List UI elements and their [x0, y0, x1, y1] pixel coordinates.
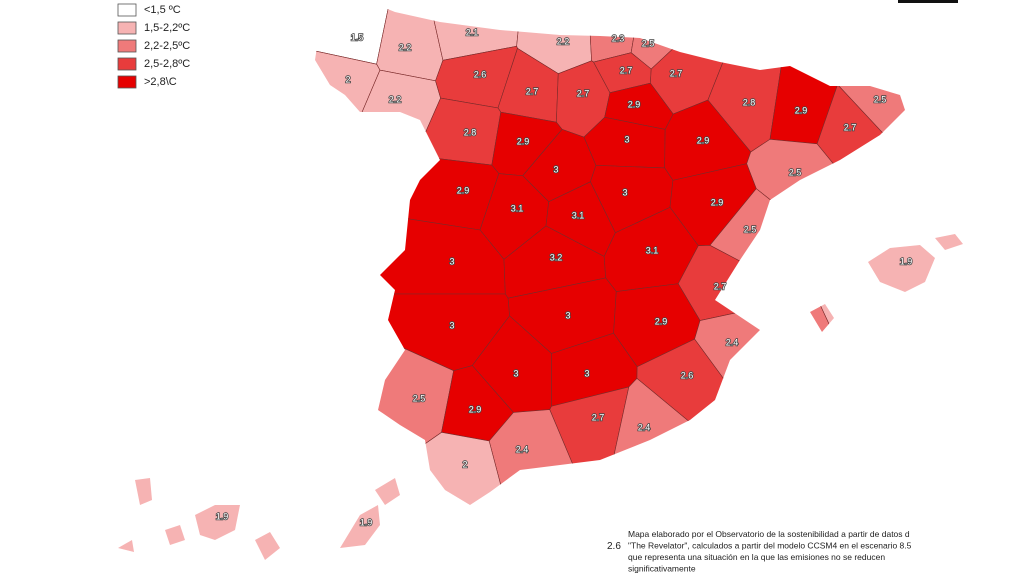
footnote-line: Mapa elaborado por el Observatorio de la…: [628, 529, 910, 539]
province-label: 3.2: [550, 252, 563, 262]
province-label: 2.7: [670, 68, 683, 78]
province-label: 2.4: [638, 422, 651, 432]
province-label: 2: [462, 459, 467, 469]
legend-label: 1,5-2,2ºC: [144, 22, 190, 34]
province-label: 2.9: [711, 197, 724, 207]
province-label: 2.7: [577, 88, 590, 98]
province-label: 3: [565, 310, 570, 320]
legend-label: 2,5-2,8ºC: [144, 58, 190, 70]
province-label: 2.1: [466, 27, 479, 37]
province-label: 2.3: [612, 33, 625, 43]
legend-swatch: [117, 75, 137, 89]
footnote-line: que representa una situación en la que l…: [628, 552, 885, 562]
province-label: 2.4: [516, 444, 529, 454]
footnote-line: significativamente: [628, 564, 696, 574]
province-label: 2.9: [469, 404, 482, 414]
legend-label: >2,8\C: [144, 76, 177, 88]
province-label: 1.9: [360, 517, 373, 527]
province-label: 2.7: [844, 122, 857, 132]
legend-swatch: [117, 57, 137, 71]
province-label: 3.1: [511, 203, 524, 213]
province-label: 3: [449, 320, 454, 330]
province: [343, 155, 500, 231]
province-label: 2.5: [789, 167, 802, 177]
stray-label: 2.6: [607, 541, 621, 552]
province-label: 1.9: [216, 511, 229, 521]
province-label: 2.9: [697, 135, 710, 145]
province-label: 2.2: [389, 94, 402, 104]
province-label: 2.9: [628, 99, 641, 109]
province-label: 3: [622, 187, 627, 197]
province-label: 2.6: [681, 370, 694, 380]
province-label: 2.5: [413, 393, 426, 403]
province: [636, 338, 857, 560]
legend-swatch: [117, 3, 137, 17]
province-label: 1.5: [351, 32, 364, 42]
scale-bar: [898, 0, 958, 3]
province-label: 2.5: [642, 38, 655, 48]
legend-label: <1,5 ºC: [144, 4, 181, 16]
province-label: 2.6: [474, 69, 487, 79]
province-label: 2.2: [557, 36, 570, 46]
province-label: 3.1: [572, 210, 585, 220]
province-label: 1.9: [900, 256, 913, 266]
province-label: 2.5: [874, 94, 887, 104]
province: [677, 245, 810, 321]
legend-label: 2,2-2,5ºC: [144, 40, 190, 52]
province: [283, 293, 510, 372]
province-label: 3: [449, 256, 454, 266]
province-label: 3: [584, 368, 589, 378]
legend-swatch: [117, 21, 137, 35]
province-label: 3: [624, 134, 629, 144]
legend-swatch: [117, 39, 137, 53]
province-label: 2.8: [743, 97, 756, 107]
province-label: 2.7: [592, 412, 605, 422]
province-label: 3.1: [646, 245, 659, 255]
province-label: 2.9: [655, 316, 668, 326]
province: [816, 159, 963, 560]
province-label: 2.9: [795, 105, 808, 115]
province-label: 2.7: [714, 281, 727, 291]
footnote-line: "The Revelator", calculados a partir del…: [628, 541, 912, 551]
province-label: 2: [345, 74, 350, 84]
province: [118, 215, 299, 560]
province-label: 2.9: [457, 185, 470, 195]
province-label: 2.2: [399, 42, 412, 52]
province-label: 2.9: [517, 136, 530, 146]
province-label: 2.7: [526, 86, 539, 96]
province-label: 2.4: [726, 337, 739, 347]
province-label: 3: [513, 368, 518, 378]
province-label: 2.7: [620, 65, 633, 75]
province-label: 2.5: [744, 224, 757, 234]
province-label: 3: [553, 164, 558, 174]
province-label: 2.8: [464, 127, 477, 137]
